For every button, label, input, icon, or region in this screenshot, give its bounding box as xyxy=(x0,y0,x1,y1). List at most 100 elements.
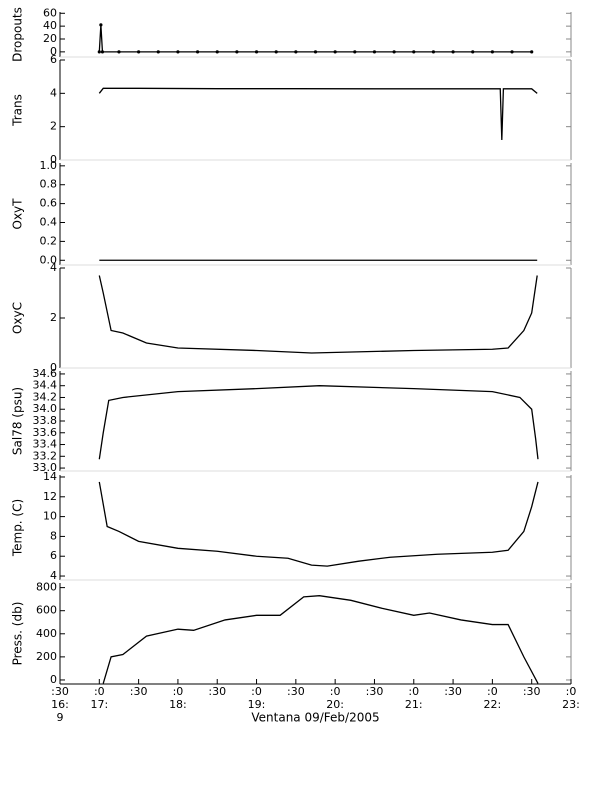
data-point xyxy=(451,50,455,54)
x-tick-label: :0 xyxy=(173,685,184,698)
data-point xyxy=(99,23,103,27)
x-tick-label: :0 xyxy=(408,685,419,698)
y-tick-label: 4 xyxy=(50,86,57,99)
y-tick-label: 0.2 xyxy=(40,234,58,247)
y-tick-label: 10 xyxy=(43,510,57,523)
x-tick-label: 22: xyxy=(484,698,502,711)
x-tick-label: :0 xyxy=(94,685,105,698)
y-tick-label: 4 xyxy=(50,569,57,582)
y-tick-label: 0.8 xyxy=(40,178,58,191)
data-point xyxy=(333,50,337,54)
y-tick-label: 12 xyxy=(43,490,57,503)
x-tick-label: :30 xyxy=(51,685,69,698)
data-point xyxy=(431,50,436,54)
data-point xyxy=(195,50,200,54)
y-tick-label: 800 xyxy=(36,581,57,594)
data-line xyxy=(102,595,539,684)
y-axis-label: OxyT xyxy=(11,198,25,230)
y-tick-label: 34.4 xyxy=(33,379,58,392)
x-tick-label: :30 xyxy=(208,685,226,698)
y-axis-label: Temp. (C) xyxy=(11,499,25,557)
data-point xyxy=(235,50,239,54)
y-tick-label: 6 xyxy=(50,53,57,66)
y-axis-label: Trans xyxy=(11,94,25,127)
x-tick-label: :0 xyxy=(487,685,498,698)
y-tick-label: 200 xyxy=(36,650,57,663)
x-tick-label: :30 xyxy=(366,685,384,698)
y-tick-label: 400 xyxy=(36,627,57,640)
data-point xyxy=(294,50,298,54)
x-tick-label: :30 xyxy=(287,685,305,698)
y-tick-label: 4 xyxy=(50,261,57,274)
y-tick-label: 600 xyxy=(36,604,57,617)
x-tick-label: :0 xyxy=(330,685,341,698)
x-tick-label: :30 xyxy=(444,685,462,698)
data-point xyxy=(392,50,396,54)
data-point xyxy=(100,50,105,54)
x-tick-label: :0 xyxy=(566,685,577,698)
y-tick-label: 2 xyxy=(50,120,57,133)
y-tick-label: 20 xyxy=(43,32,57,45)
y-axis-label: Sal78 (psu) xyxy=(11,387,25,455)
y-axis-label: OxyC xyxy=(11,302,25,334)
y-tick-label: 33.4 xyxy=(33,438,58,451)
y-tick-label: 60 xyxy=(43,6,57,19)
data-line xyxy=(98,24,532,53)
x-tick-label: :30 xyxy=(523,685,541,698)
data-point xyxy=(530,50,534,54)
data-point xyxy=(97,50,101,54)
data-point xyxy=(215,50,219,54)
data-line xyxy=(98,385,539,460)
data-point xyxy=(274,50,278,54)
data-point xyxy=(510,50,514,54)
x-tick-label: :30 xyxy=(130,685,148,698)
data-point xyxy=(117,50,121,54)
y-tick-label: 40 xyxy=(43,19,57,32)
y-tick-label: 1.0 xyxy=(40,159,58,172)
data-point xyxy=(490,50,494,54)
data-line xyxy=(98,87,538,141)
x-tick-label: 17: xyxy=(90,698,108,711)
y-tick-label: 34.0 xyxy=(33,402,58,415)
x-tick-label: :0 xyxy=(251,685,262,698)
y-tick-label: 8 xyxy=(50,529,57,542)
y-axis-label: Press. (db) xyxy=(11,602,25,666)
data-point xyxy=(156,50,160,54)
x-tick-label: 16: xyxy=(51,698,69,711)
y-tick-label: 0.6 xyxy=(40,197,58,210)
y-tick-label: 2 xyxy=(50,311,57,324)
data-line xyxy=(98,275,538,354)
y-tick-label: 0 xyxy=(50,45,57,58)
y-tick-label: 33.6 xyxy=(33,426,58,439)
y-tick-label: 33.2 xyxy=(33,449,58,462)
x-tick-label: 18: xyxy=(169,698,187,711)
y-tick-label: 0 xyxy=(50,673,57,686)
x-tick-label: 9 xyxy=(57,711,64,724)
y-tick-label: 14 xyxy=(43,470,57,483)
y-tick-label: 33.0 xyxy=(33,461,58,474)
data-point xyxy=(137,50,141,54)
y-axis-label: Dropouts xyxy=(11,7,25,62)
y-tick-label: 0.4 xyxy=(40,216,58,229)
data-point xyxy=(353,50,357,54)
x-axis-label: Ventana 09/Feb/2005 xyxy=(251,711,379,725)
data-point xyxy=(412,50,416,54)
data-point xyxy=(372,50,377,54)
y-tick-label: 0 xyxy=(50,153,57,166)
y-tick-label: 34.2 xyxy=(33,390,58,403)
y-tick-label: 6 xyxy=(50,549,57,562)
y-tick-label: 33.8 xyxy=(33,414,58,427)
y-tick-label: 0 xyxy=(50,361,57,374)
data-point xyxy=(471,50,475,54)
data-point xyxy=(254,50,259,54)
y-tick-label: 0.0 xyxy=(40,253,58,266)
data-point xyxy=(313,50,318,54)
data-point xyxy=(176,50,180,54)
data-line xyxy=(98,481,539,567)
x-tick-label: 23: xyxy=(562,698,580,711)
x-tick-label: 21: xyxy=(405,698,423,711)
x-tick-label: 20: xyxy=(326,698,344,711)
y-tick-label: 34.6 xyxy=(33,367,58,380)
x-tick-label: 19: xyxy=(248,698,266,711)
